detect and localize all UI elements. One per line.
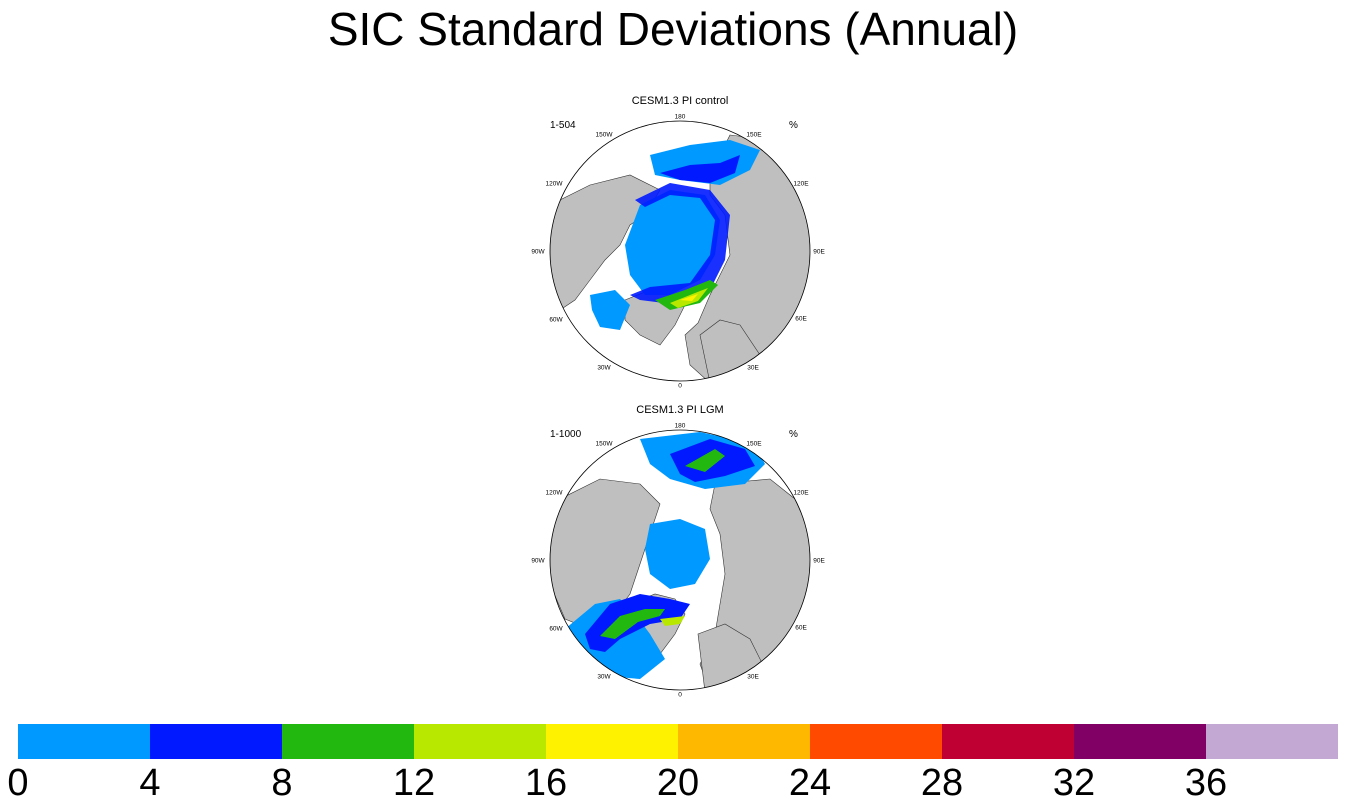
lon-label: 90E xyxy=(813,557,825,565)
lon-label: 30W xyxy=(597,673,611,681)
lon-label: 150E xyxy=(746,440,762,448)
map-border xyxy=(549,120,811,382)
sic-0-4 xyxy=(625,190,720,295)
colorbar-segment xyxy=(282,724,414,759)
sic-arctic xyxy=(645,519,710,589)
colorbar-tick-label: 12 xyxy=(392,762,436,804)
lon-label: 0 xyxy=(678,691,682,699)
lon-label: 150W xyxy=(595,131,613,139)
lon-label: 90E xyxy=(813,248,825,256)
lon-label: 60E xyxy=(795,315,807,323)
colorbar-tick-label: 0 xyxy=(7,762,29,804)
lon-label: 90W xyxy=(531,248,545,256)
panel-units-string: % xyxy=(789,120,798,131)
colorbar-tick-label: 28 xyxy=(920,762,964,804)
colorbar-segment xyxy=(678,724,810,759)
panel-left-string: 1-504 xyxy=(550,120,576,131)
colorbar-tick-label: 20 xyxy=(656,762,700,804)
colorbar-segment xyxy=(546,724,678,759)
lon-label: 120W xyxy=(545,489,563,497)
map-panel-pi-control: CESM1.3 PI control 1-504 % 180 150E 120E… xyxy=(520,95,840,390)
colorbar-segment xyxy=(18,724,150,759)
colorbar-tick-label: 32 xyxy=(1052,762,1096,804)
colorbar-segment xyxy=(1206,724,1338,759)
map-panel-pi-lgm: CESM1.3 PI LGM 1-1000 % 180 150E 120E 90… xyxy=(520,404,840,699)
lon-label: 120W xyxy=(545,180,563,188)
panel-title: CESM1.3 PI control xyxy=(631,95,729,107)
sic-4-8 xyxy=(630,183,730,305)
land-north-america xyxy=(550,478,661,630)
lon-label: 0 xyxy=(678,382,682,390)
sic-8-12 xyxy=(655,280,718,310)
colorbar-segment xyxy=(942,724,1074,759)
lon-label: 120E xyxy=(793,180,809,188)
colorbar-tick-label: 16 xyxy=(524,762,568,804)
lon-label: 60E xyxy=(795,624,807,632)
panel-left-string: 1-1000 xyxy=(550,429,582,440)
polar-map xyxy=(549,429,811,691)
lon-label: 180 xyxy=(674,422,686,430)
sic-16-20 xyxy=(680,294,698,301)
figure-title: SIC Standard Deviations (Annual) xyxy=(327,3,1019,55)
sic-pacific-green xyxy=(685,449,725,472)
lon-label: 60W xyxy=(549,625,563,633)
colorbar-tick-label: 36 xyxy=(1184,762,1228,804)
sic-atlantic-green xyxy=(600,609,665,639)
polar-map xyxy=(549,120,811,382)
lon-label: 90W xyxy=(531,557,545,565)
lon-label: 180 xyxy=(674,113,686,121)
panel-units-string: % xyxy=(789,429,798,440)
colorbar-segment xyxy=(1074,724,1206,759)
colorbar-segment xyxy=(150,724,282,759)
sic-pacific-blue xyxy=(660,155,740,183)
lon-label: 150E xyxy=(746,131,762,139)
colorbar-tick-label: 24 xyxy=(788,762,832,804)
lon-label: 30E xyxy=(747,673,759,681)
lon-label: 150W xyxy=(595,440,613,448)
panel-title: CESM1.3 PI LGM xyxy=(636,404,724,416)
lon-label: 60W xyxy=(549,316,563,324)
sic-labrador xyxy=(590,290,630,330)
lon-label: 120E xyxy=(793,489,809,497)
sic-atlantic-yellow xyxy=(660,616,685,626)
colorbar xyxy=(18,724,1338,759)
colorbar-segment xyxy=(810,724,942,759)
lon-label: 30W xyxy=(597,364,611,372)
lon-label: 30E xyxy=(747,364,759,372)
colorbar-tick-label: 8 xyxy=(271,762,293,804)
colorbar-tick-label: 4 xyxy=(139,762,161,804)
map-border xyxy=(549,429,811,691)
colorbar-segment xyxy=(414,724,546,759)
